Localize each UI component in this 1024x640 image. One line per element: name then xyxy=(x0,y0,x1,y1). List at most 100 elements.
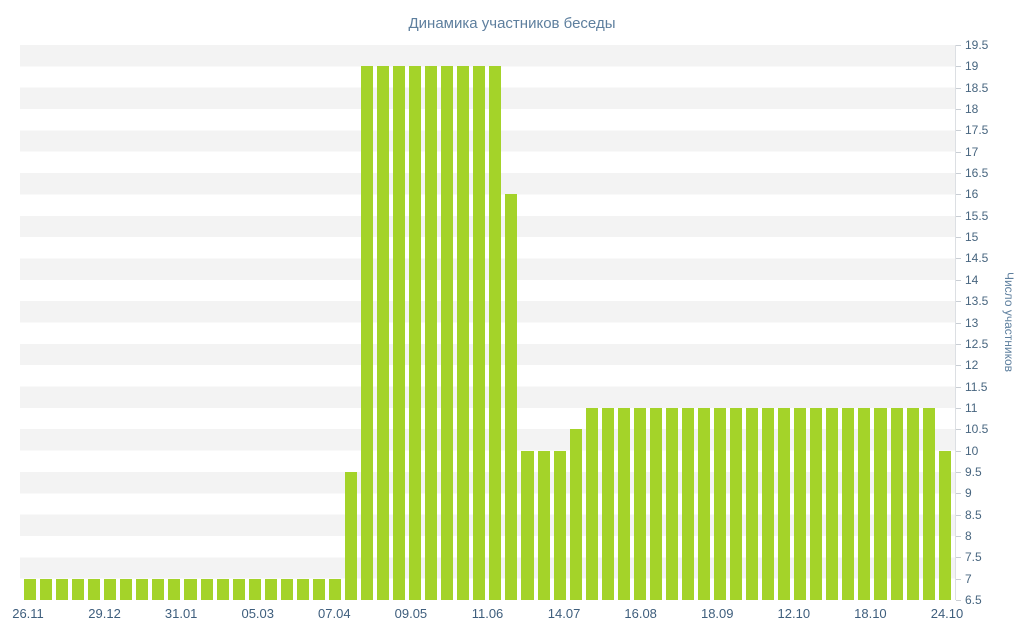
bar[interactable] xyxy=(601,407,614,600)
x-tick-label: 16.08 xyxy=(624,606,657,621)
y-tick-mark xyxy=(956,215,961,217)
bar[interactable] xyxy=(441,66,454,600)
y-tick-mark xyxy=(956,600,961,601)
y-tick-label: 16.5 xyxy=(956,167,988,179)
bar[interactable] xyxy=(874,407,887,600)
bar[interactable] xyxy=(248,578,261,600)
bar[interactable] xyxy=(489,66,502,600)
bar[interactable] xyxy=(232,578,245,600)
bar[interactable] xyxy=(858,407,871,600)
bar[interactable] xyxy=(633,407,646,600)
bar[interactable] xyxy=(377,66,390,600)
y-tick-mark xyxy=(956,279,961,281)
y-tick-label: 15 xyxy=(956,231,978,243)
y-tick-label: 9.5 xyxy=(956,466,982,478)
bar[interactable] xyxy=(762,407,775,600)
bar[interactable] xyxy=(665,407,678,600)
bar[interactable] xyxy=(714,407,727,600)
bar[interactable] xyxy=(425,66,438,600)
y-tick-mark xyxy=(956,365,961,367)
x-tick-label: 12.10 xyxy=(777,606,811,621)
bar[interactable] xyxy=(473,66,486,600)
y-tick-mark xyxy=(956,557,961,559)
bar[interactable] xyxy=(72,578,85,600)
bar[interactable] xyxy=(152,578,165,600)
y-tick-label: 10 xyxy=(956,445,978,457)
bar[interactable] xyxy=(264,578,277,600)
bar[interactable] xyxy=(120,578,133,600)
y-tick-mark xyxy=(956,109,961,111)
bar[interactable] xyxy=(617,407,630,600)
y-tick-label: 16 xyxy=(956,188,978,200)
bar[interactable] xyxy=(505,194,518,600)
bar[interactable] xyxy=(200,578,213,600)
x-tick-label: 11.06 xyxy=(471,606,504,621)
y-tick-mark xyxy=(956,429,961,431)
bar[interactable] xyxy=(184,578,197,600)
bar[interactable] xyxy=(906,407,919,600)
bar[interactable] xyxy=(312,578,325,600)
y-tick-mark xyxy=(956,535,961,537)
x-tick-label: 09.05 xyxy=(394,606,428,621)
y-tick-mark xyxy=(956,471,961,473)
x-tick-label: 29.12 xyxy=(88,606,121,621)
y-tick-mark xyxy=(956,493,961,495)
bar[interactable] xyxy=(730,407,743,600)
bar[interactable] xyxy=(136,578,149,600)
bar[interactable] xyxy=(216,578,229,600)
bar[interactable] xyxy=(56,578,69,600)
bar[interactable] xyxy=(521,450,534,600)
bar[interactable] xyxy=(280,578,293,600)
bar[interactable] xyxy=(938,450,951,600)
bar[interactable] xyxy=(794,407,807,600)
bar[interactable] xyxy=(296,578,309,600)
bar[interactable] xyxy=(40,578,53,600)
y-tick-label: 15.5 xyxy=(956,210,988,222)
y-tick-mark xyxy=(956,237,961,239)
y-tick-label: 14 xyxy=(956,274,978,286)
y-tick-mark xyxy=(956,130,961,132)
bar[interactable] xyxy=(104,578,117,600)
bars-container xyxy=(20,45,955,600)
bar[interactable] xyxy=(778,407,791,600)
bar[interactable] xyxy=(697,407,711,600)
x-tick-label: 18.09 xyxy=(700,606,734,621)
bar[interactable] xyxy=(810,407,823,600)
bar[interactable] xyxy=(890,407,903,600)
y-tick-label: 14.5 xyxy=(956,252,988,264)
bar[interactable] xyxy=(409,66,422,600)
bar[interactable] xyxy=(88,578,101,600)
bar[interactable] xyxy=(553,450,566,600)
y-tick-label: 19.5 xyxy=(956,39,988,51)
bar[interactable] xyxy=(24,578,37,600)
bar[interactable] xyxy=(922,407,935,600)
y-tick-mark xyxy=(956,386,961,388)
bar[interactable] xyxy=(168,578,181,600)
y-tick-label: 7 xyxy=(956,573,972,585)
bar[interactable] xyxy=(649,407,662,600)
y-tick-label: 18.5 xyxy=(956,82,988,94)
y-tick-label: 12.5 xyxy=(956,338,988,350)
bar[interactable] xyxy=(826,407,839,600)
y-tick-mark xyxy=(956,578,961,580)
y-tick-mark xyxy=(956,66,961,68)
y-tick-mark xyxy=(956,258,961,260)
plot-area xyxy=(20,45,956,600)
x-tick-label: 07.04 xyxy=(318,606,351,621)
y-tick-label: 19 xyxy=(956,60,978,72)
bar[interactable] xyxy=(457,66,470,600)
y-tick-label: 13.5 xyxy=(956,295,988,307)
bar[interactable] xyxy=(537,450,550,600)
bar[interactable] xyxy=(393,66,406,600)
bar[interactable] xyxy=(569,429,582,600)
bar[interactable] xyxy=(360,66,374,600)
bar[interactable] xyxy=(746,407,759,600)
bar[interactable] xyxy=(681,407,694,600)
bar[interactable] xyxy=(842,407,855,600)
bar[interactable] xyxy=(344,471,357,600)
y-tick-mark xyxy=(956,301,961,303)
y-tick-mark xyxy=(956,194,961,196)
y-tick-label: 18 xyxy=(956,103,978,115)
bar[interactable] xyxy=(328,578,341,600)
bar[interactable] xyxy=(585,407,598,600)
